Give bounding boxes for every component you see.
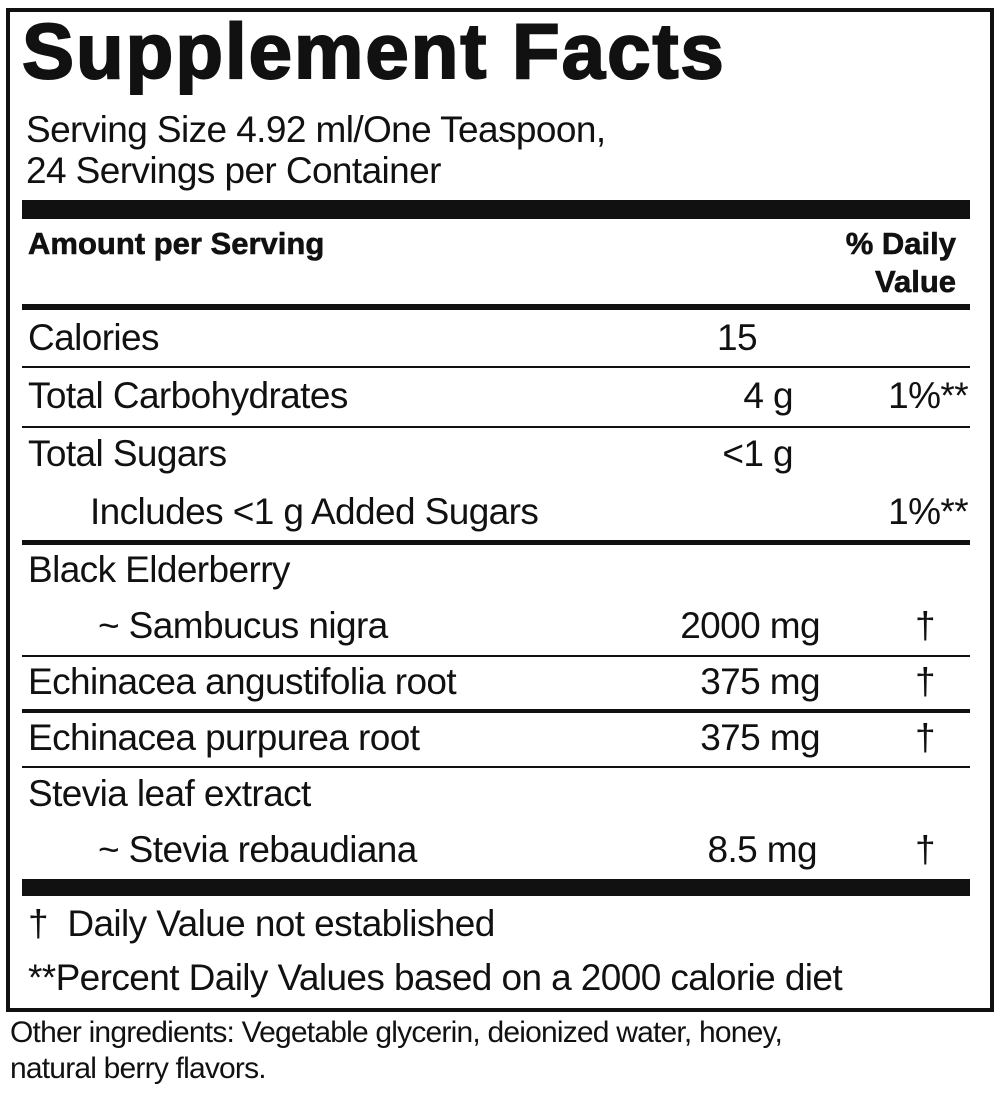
daily-value-header-2: Value <box>875 264 957 300</box>
row-amount-stevia: 8.5 mg <box>707 829 817 870</box>
thin-divider <box>22 655 970 657</box>
thin-divider <box>22 766 970 768</box>
serving-size: Serving Size 4.92 ml/One Teaspoon, <box>26 109 606 150</box>
dagger-echinacea-purpurea: † <box>915 717 936 758</box>
row-name-elderberry: Black Elderberry <box>28 549 290 590</box>
row-name-calories: Calories <box>28 317 160 358</box>
row-amount-calories: 15 <box>717 317 758 358</box>
row-amount-carbs: 4 g <box>743 375 793 416</box>
medium-divider <box>22 540 970 545</box>
amount-per-serving-header: Amount per Serving <box>28 226 325 262</box>
servings-per-container: 24 Servings per Container <box>26 150 441 191</box>
dagger-elderberry: † <box>915 605 936 646</box>
divider <box>22 709 970 713</box>
row-amount-sugars: <1 g <box>722 433 793 474</box>
row-sub-stevia: ~ Stevia rebaudiana <box>98 829 417 870</box>
thin-divider <box>22 426 970 428</box>
footnote-percent-dv: **Percent Daily Values based on a 2000 c… <box>28 957 843 998</box>
row-amount-echinacea-angustifolia: 375 mg <box>700 661 820 702</box>
supplement-facts-panel <box>6 8 994 1012</box>
panel-title: Supplement Facts <box>21 6 726 96</box>
footnote-dagger: † Daily Value not established <box>28 903 495 944</box>
row-name-carbs: Total Carbohydrates <box>28 375 348 416</box>
medium-divider <box>22 304 970 310</box>
dagger-stevia: † <box>915 829 936 870</box>
row-name-added-sugars: Includes <1 g Added Sugars <box>90 491 539 532</box>
row-name-sugars: Total Sugars <box>28 433 227 474</box>
row-amount-elderberry: 2000 mg <box>680 605 820 646</box>
row-name-echinacea-angustifolia: Echinacea angustifolia root <box>28 661 457 702</box>
other-ingredients-line-2: natural berry flavors. <box>10 1052 267 1085</box>
row-amount-echinacea-purpurea: 375 mg <box>700 717 820 758</box>
other-ingredients-line-1: Other ingredients: Vegetable glycerin, d… <box>10 1016 783 1049</box>
row-sub-elderberry: ~ Sambucus nigra <box>98 605 388 646</box>
row-dv-carbs: 1%** <box>888 375 968 416</box>
row-name-echinacea-purpurea: Echinacea purpurea root <box>28 717 420 758</box>
row-dv-added-sugars: 1%** <box>888 491 968 532</box>
thin-divider <box>22 366 970 368</box>
thick-divider <box>22 200 970 219</box>
row-name-stevia: Stevia leaf extract <box>28 773 311 814</box>
thick-divider <box>22 879 970 896</box>
dagger-echinacea-angustifolia: † <box>915 661 936 702</box>
daily-value-header-1: % Daily <box>845 226 956 262</box>
